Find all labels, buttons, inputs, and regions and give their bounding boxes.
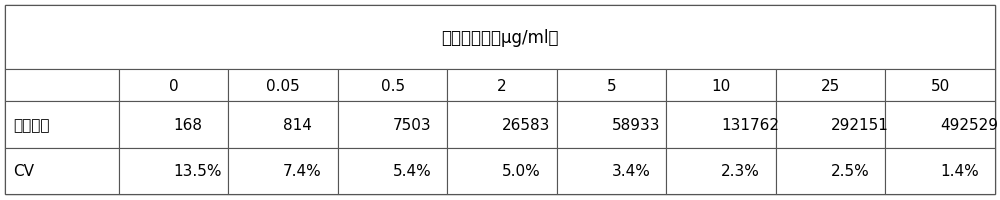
Bar — [228, 102, 338, 148]
Bar — [885, 70, 995, 102]
Bar — [666, 70, 776, 102]
Text: 7.4%: 7.4% — [283, 164, 322, 178]
Bar — [5, 102, 119, 148]
Text: 7503: 7503 — [393, 117, 431, 132]
Text: 492529: 492529 — [940, 117, 998, 132]
Bar — [119, 102, 228, 148]
Bar — [557, 70, 666, 102]
Text: 292151: 292151 — [831, 117, 889, 132]
Bar — [885, 102, 995, 148]
Text: 1.4%: 1.4% — [940, 164, 979, 178]
Bar — [5, 70, 119, 102]
Bar — [5, 6, 995, 70]
Text: 814: 814 — [283, 117, 312, 132]
Text: 5.4%: 5.4% — [393, 164, 431, 178]
Text: 50: 50 — [931, 78, 950, 93]
Text: 2: 2 — [497, 78, 507, 93]
Bar — [338, 102, 447, 148]
Bar — [776, 70, 885, 102]
Bar — [119, 148, 228, 194]
Bar — [666, 148, 776, 194]
Bar — [776, 148, 885, 194]
Text: 13.5%: 13.5% — [174, 164, 222, 178]
Text: 5: 5 — [607, 78, 616, 93]
Bar — [228, 148, 338, 194]
Bar — [557, 148, 666, 194]
Bar — [447, 70, 557, 102]
Text: 0.5: 0.5 — [381, 78, 405, 93]
Bar — [666, 102, 776, 148]
Text: 168: 168 — [174, 117, 203, 132]
Text: 131762: 131762 — [721, 117, 779, 132]
Text: 25: 25 — [821, 78, 840, 93]
Bar — [338, 70, 447, 102]
Bar — [447, 148, 557, 194]
Bar — [557, 102, 666, 148]
Bar — [885, 148, 995, 194]
Text: 2.3%: 2.3% — [721, 164, 760, 178]
Bar — [5, 148, 119, 194]
Bar — [447, 102, 557, 148]
Text: 10: 10 — [712, 78, 731, 93]
Bar — [338, 148, 447, 194]
Text: 信号均值: 信号均值 — [13, 117, 50, 132]
Text: 2.5%: 2.5% — [831, 164, 869, 178]
Bar — [228, 70, 338, 102]
Text: 26583: 26583 — [502, 117, 551, 132]
Bar — [776, 102, 885, 148]
Bar — [119, 70, 228, 102]
Text: 58933: 58933 — [612, 117, 660, 132]
Text: 3.4%: 3.4% — [612, 164, 651, 178]
Text: 0: 0 — [169, 78, 178, 93]
Text: 校准品浓度（μg/ml）: 校准品浓度（μg/ml） — [441, 29, 559, 47]
Text: 5.0%: 5.0% — [502, 164, 541, 178]
Text: CV: CV — [13, 164, 34, 178]
Text: 0.05: 0.05 — [266, 78, 300, 93]
